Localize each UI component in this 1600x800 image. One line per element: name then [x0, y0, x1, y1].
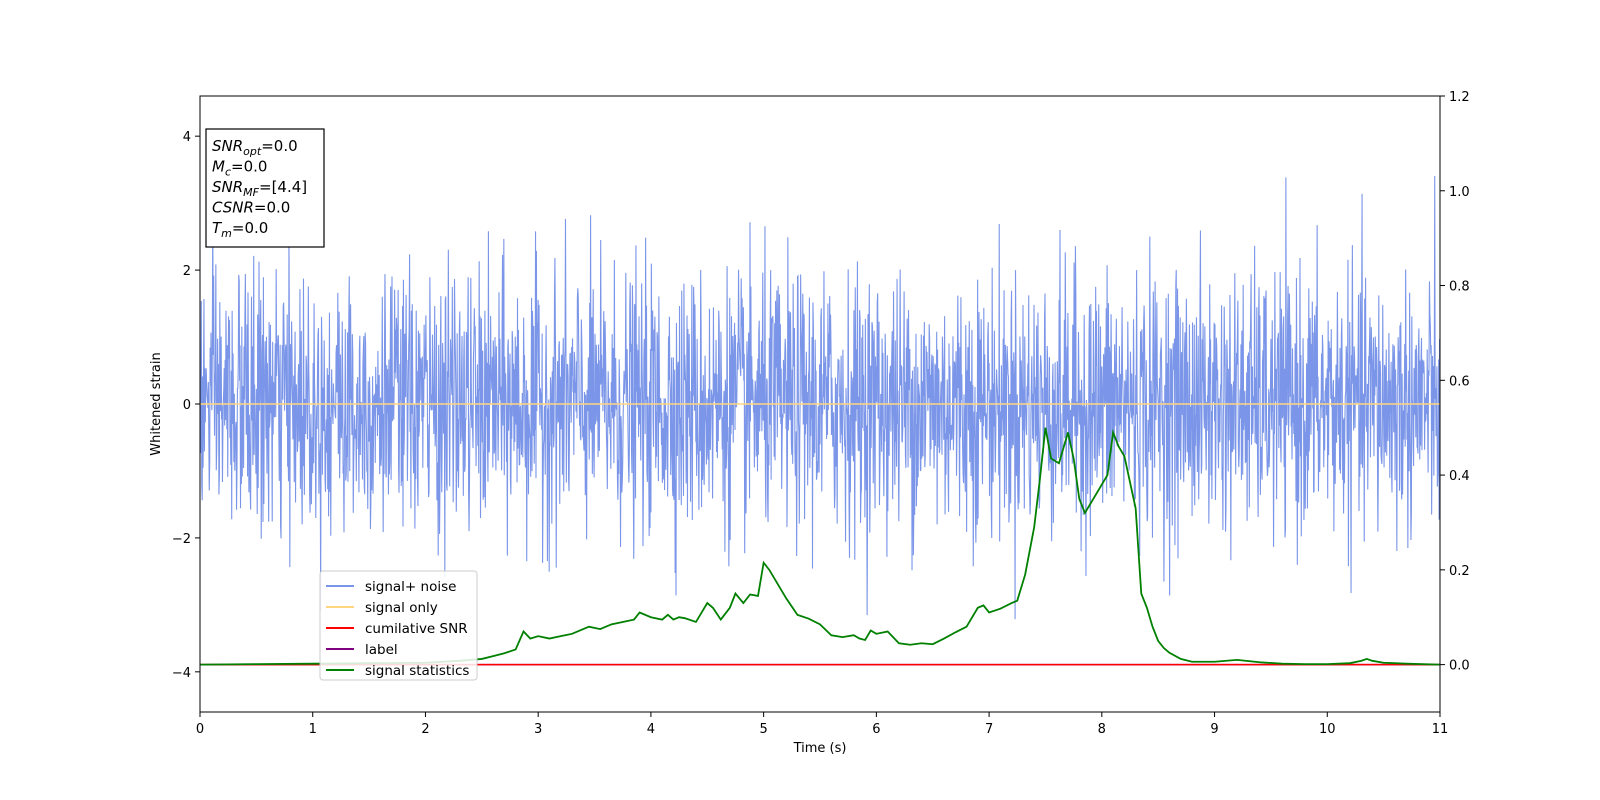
x-tick-label: 10 — [1319, 722, 1336, 737]
x-tick-label: 8 — [1098, 722, 1106, 737]
y-right-tick-label: 0.8 — [1449, 280, 1470, 295]
legend: signal+ noise signal only cumilative SNR la… — [319, 570, 478, 681]
info-line: SNRMF=[4.4] — [212, 178, 307, 199]
x-axis-label: Time (s) — [793, 741, 847, 756]
y-right-tick-label: 0.0 — [1449, 659, 1470, 674]
x-tick-label: 0 — [196, 722, 204, 737]
y-axis-label: Whitened strain — [149, 352, 164, 455]
x-tick-label: 11 — [1432, 722, 1449, 737]
x-tick-label: 6 — [872, 722, 880, 737]
series-signal-noise — [200, 176, 1440, 620]
info-line: CSNR=0.0 — [212, 199, 290, 217]
legend-entry: signal only — [365, 600, 438, 616]
x-tick-label: 4 — [647, 722, 655, 737]
y-right-tick-label: 1.2 — [1449, 90, 1470, 105]
y-right-tick-label: 0.6 — [1449, 374, 1470, 389]
series-signal-statistics — [200, 427, 1440, 666]
legend-frame — [319, 570, 478, 681]
legend-entry: cumilative SNR — [365, 621, 468, 637]
y-left-tick-label: 4 — [183, 130, 191, 145]
y-left-tick-label: 0 — [183, 398, 191, 413]
info-line: Mc=0.0 — [212, 158, 267, 179]
legend-entry: signal+ noise — [365, 579, 456, 595]
x-tick-label: 2 — [421, 722, 429, 737]
x-tick-label: 7 — [985, 722, 993, 737]
x-tick-label: 5 — [759, 722, 767, 737]
y-axis-right: 0.0 0.2 0.4 0.6 0.8 1.0 1.2 — [1440, 90, 1470, 674]
x-tick-label: 3 — [534, 722, 542, 737]
x-tick-label: 9 — [1210, 722, 1218, 737]
y-right-tick-label: 0.2 — [1449, 564, 1470, 579]
y-left-tick-label: 2 — [183, 264, 191, 279]
y-left-tick-label: −4 — [172, 666, 191, 681]
info-line: Tm=0.0 — [212, 219, 268, 240]
y-axis-left: −4 −2 0 2 4 — [172, 130, 200, 681]
info-line: SNRopt=0.0 — [212, 137, 298, 158]
y-right-tick-label: 1.0 — [1449, 185, 1470, 200]
x-axis: 0 1 2 3 4 5 6 7 8 9 10 11 — [196, 712, 1448, 737]
legend-entry: signal statistics — [365, 663, 469, 679]
legend-entry: label — [365, 642, 398, 658]
y-right-tick-label: 0.4 — [1449, 469, 1470, 484]
x-tick-label: 1 — [309, 722, 317, 737]
info-box-frame — [205, 128, 325, 248]
y-left-tick-label: −2 — [172, 532, 191, 547]
